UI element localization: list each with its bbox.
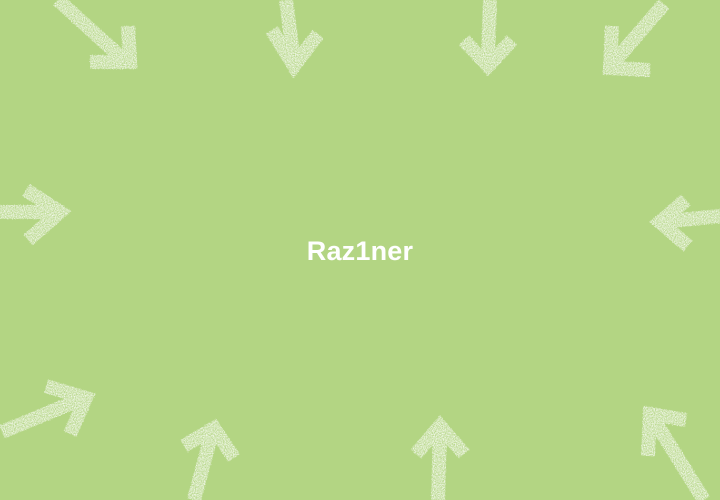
arrow-icon xyxy=(458,0,518,77)
arrow-icon xyxy=(180,418,240,500)
arrow-icon xyxy=(641,405,710,500)
arrow-icon xyxy=(649,194,720,252)
arrow-icon xyxy=(266,0,324,79)
arrow-icon xyxy=(602,0,670,77)
page-title: Raz1ner xyxy=(306,236,414,266)
arrow-icon xyxy=(410,415,470,500)
arrow-icon xyxy=(53,0,138,69)
arrow-icon xyxy=(0,184,72,246)
arrow-icon xyxy=(0,379,96,439)
